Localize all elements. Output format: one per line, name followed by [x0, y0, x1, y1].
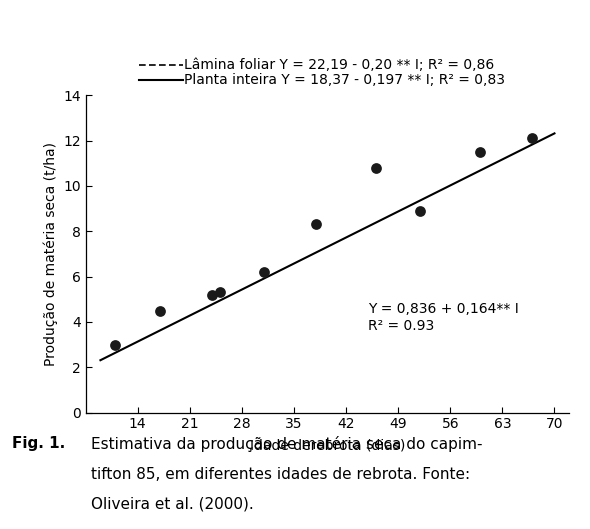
Point	[155, 306, 165, 315]
Point	[215, 288, 224, 297]
Text: Planta inteira Y = 18,37 - 0,197 ** I; R² = 0,83: Planta inteira Y = 18,37 - 0,197 ** I; R…	[184, 74, 505, 87]
Point	[476, 148, 485, 156]
Text: Y = 0,836 + 0,164** I
R² = 0.93: Y = 0,836 + 0,164** I R² = 0.93	[368, 302, 519, 333]
X-axis label: Idade derebrota (dias): Idade derebrota (dias)	[250, 439, 405, 452]
Text: tifton 85, em diferentes idades de rebrota. Fonte:: tifton 85, em diferentes idades de rebro…	[91, 467, 471, 481]
Text: Estimativa da produção de matéria seca do capim-: Estimativa da produção de matéria seca d…	[91, 436, 483, 452]
Point	[207, 290, 217, 299]
Point	[527, 134, 537, 142]
Point	[312, 220, 321, 229]
Point	[416, 207, 425, 215]
Point	[110, 340, 120, 349]
Text: Lâmina foliar Y = 22,19 - 0,20 ** I; R² = 0,86: Lâmina foliar Y = 22,19 - 0,20 ** I; R² …	[184, 58, 494, 71]
Point	[371, 163, 381, 172]
Text: Oliveira et al. (2000).: Oliveira et al. (2000).	[91, 497, 254, 512]
Point	[260, 268, 269, 276]
Y-axis label: Produção de matéria seca (t/ha): Produção de matéria seca (t/ha)	[43, 142, 57, 366]
Text: Fig. 1.: Fig. 1.	[12, 436, 65, 451]
